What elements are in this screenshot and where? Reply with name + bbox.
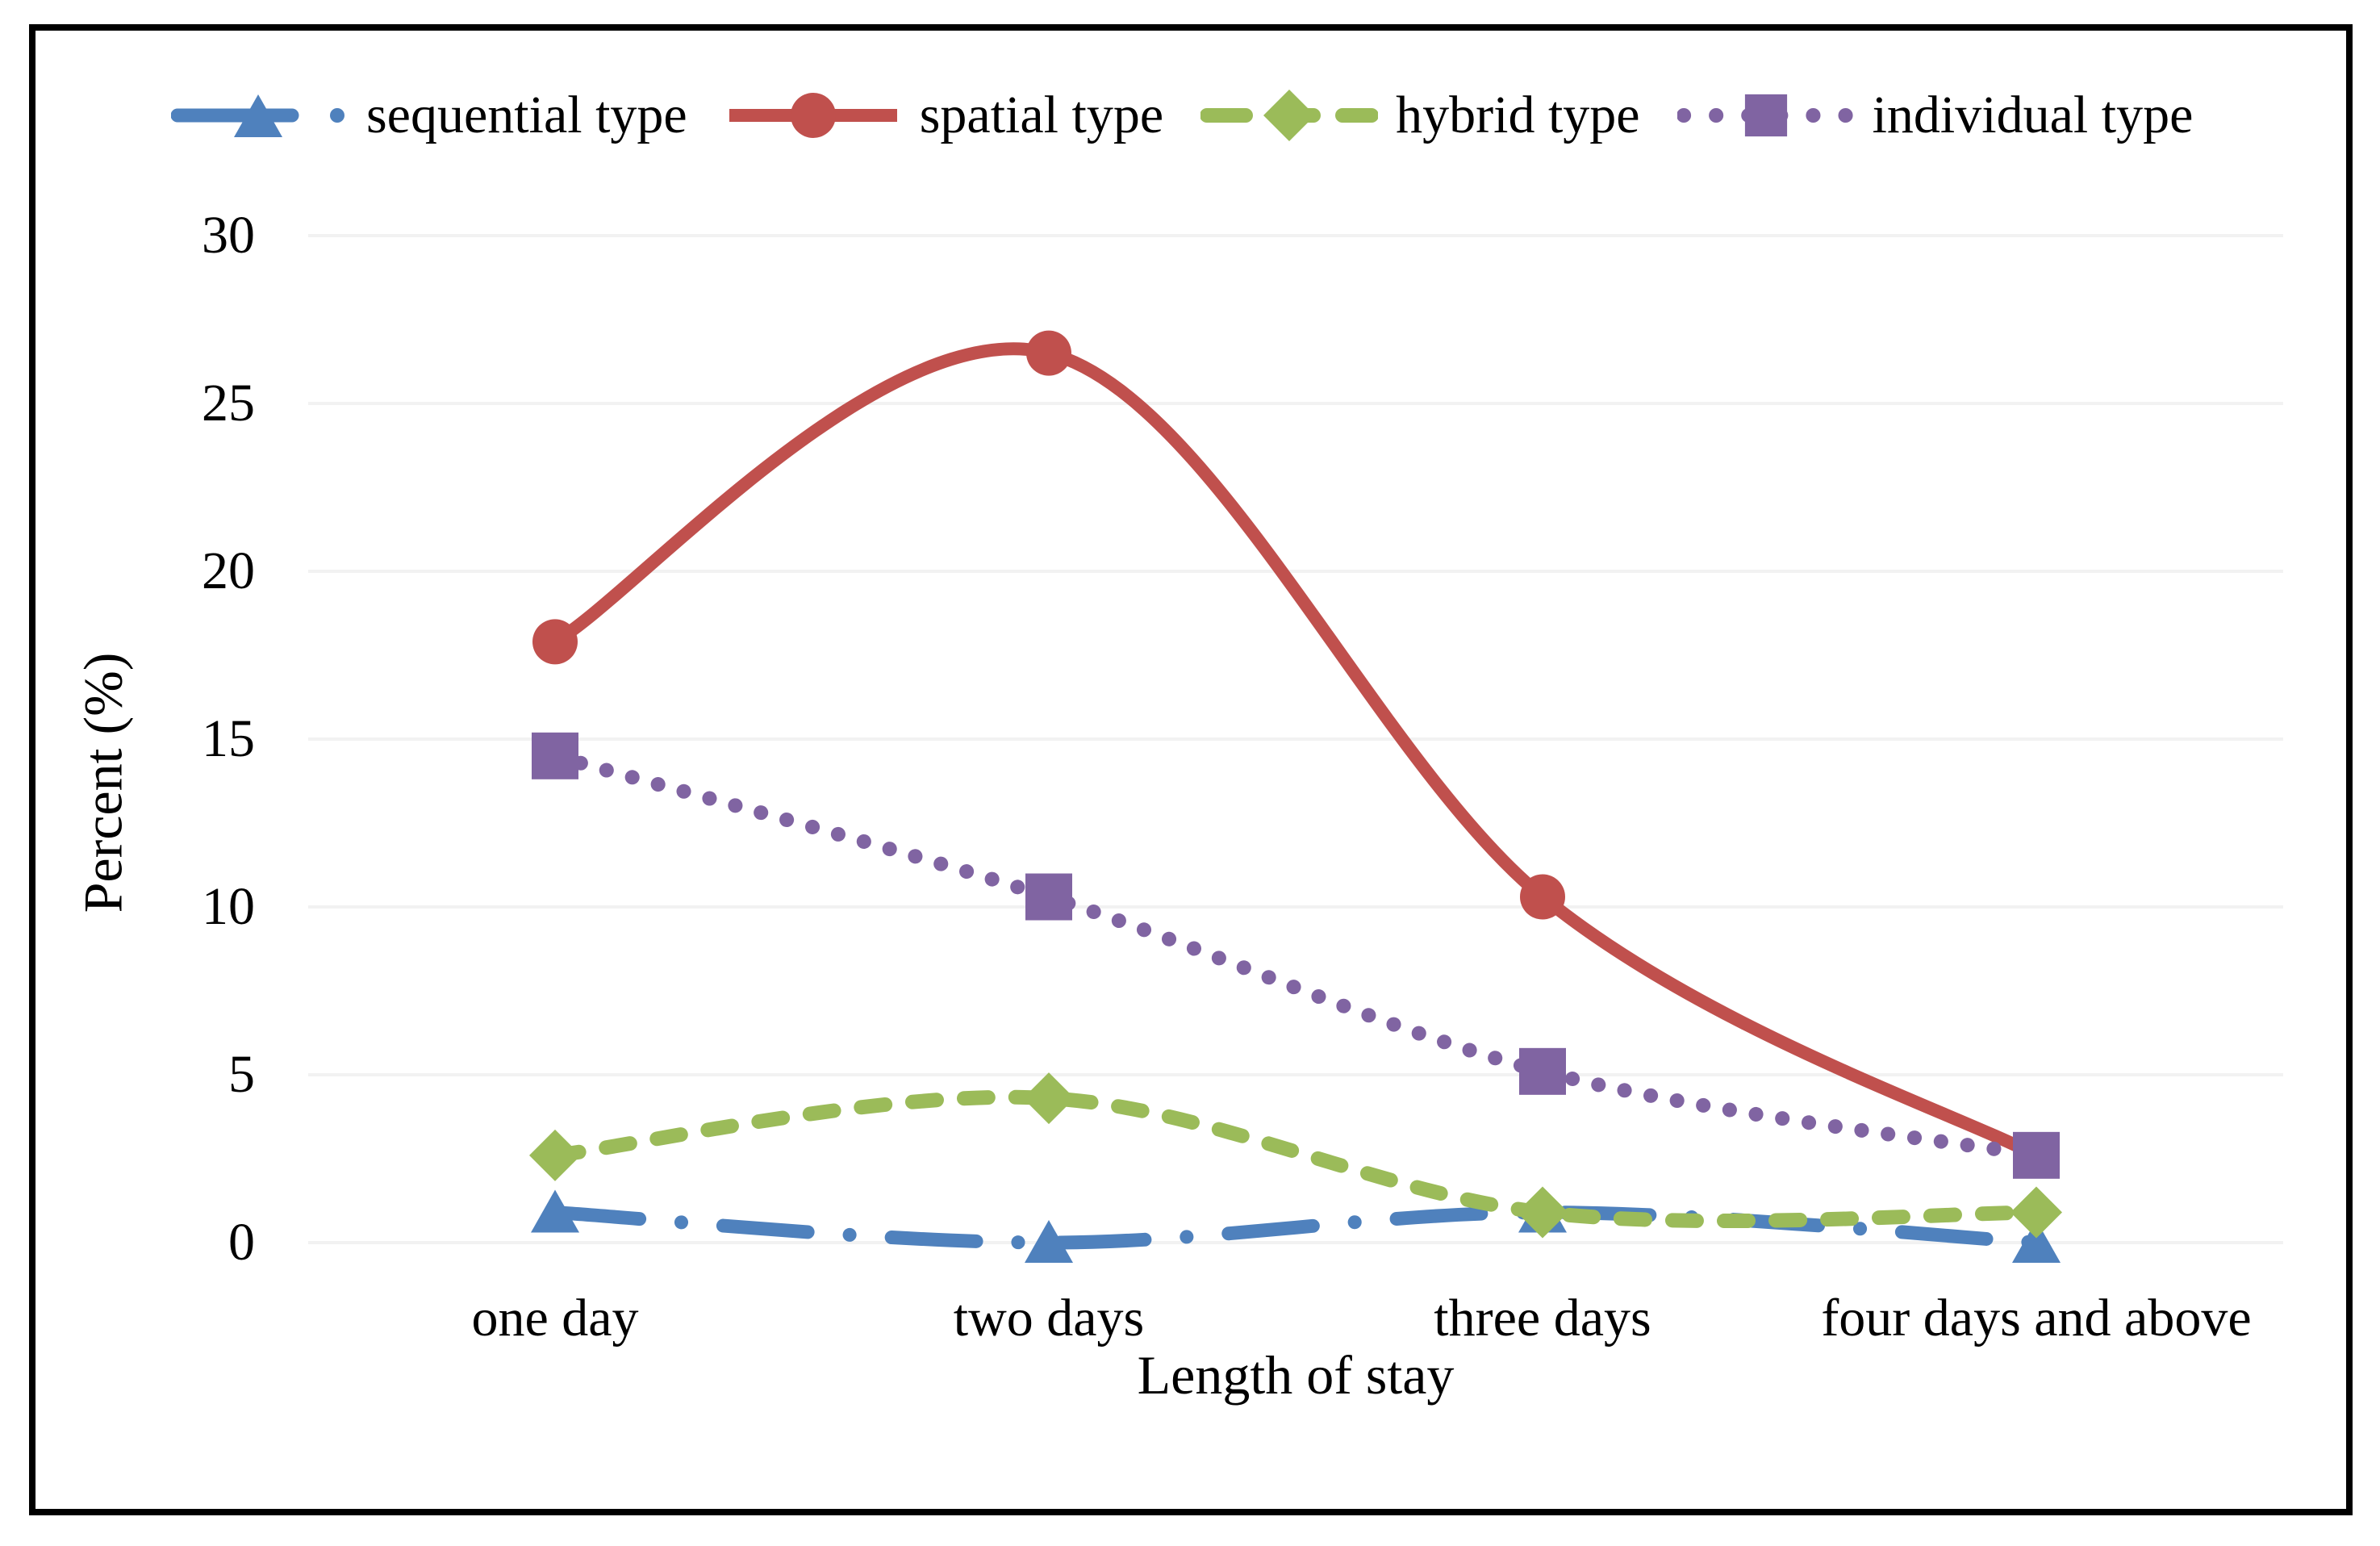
x-axis-tick-label: two days <box>953 1289 1145 1348</box>
legend-label: sequential type <box>366 86 687 144</box>
legend-label: hybrid type <box>1396 86 1640 144</box>
y-axis-tick-label: 20 <box>202 541 255 600</box>
legend-item-hybrid-type: hybrid type <box>1200 82 1640 148</box>
x-axis-tick-label: one day <box>471 1289 639 1348</box>
legend-label: individual type <box>1872 86 2194 144</box>
individual-type-line-marker-icon <box>1676 94 1855 137</box>
legend-item-spatial-type: spatial type <box>724 82 1163 148</box>
y-axis-tick-label: 0 <box>228 1213 255 1272</box>
hybrid-type-line-marker-icon <box>1200 90 1379 141</box>
legend-item-individual-type: individual type <box>1676 82 2194 148</box>
x-axis-tick-label: four days and above <box>1821 1289 2252 1348</box>
legend-item-sequential-type: sequential type <box>171 82 687 148</box>
spatial-type-line-marker-icon <box>729 93 897 138</box>
x-axis-tick-label: three days <box>1434 1289 1651 1348</box>
sequential-type-line-marker-icon <box>171 94 344 137</box>
y-axis-tick-label: 10 <box>202 877 255 936</box>
y-axis-tick-label: 15 <box>202 709 255 768</box>
y-axis-tick-label: 25 <box>202 374 255 432</box>
y-axis-tick-label: 30 <box>202 206 255 265</box>
chart-legend: sequential type spatial type hybrid type… <box>171 82 2193 148</box>
y-axis-tick-label: 5 <box>228 1045 255 1104</box>
y-axis-title: Percent (%) <box>72 652 134 913</box>
x-axis-title: Length of stay <box>1137 1344 1455 1406</box>
legend-label: spatial type <box>919 86 1164 144</box>
